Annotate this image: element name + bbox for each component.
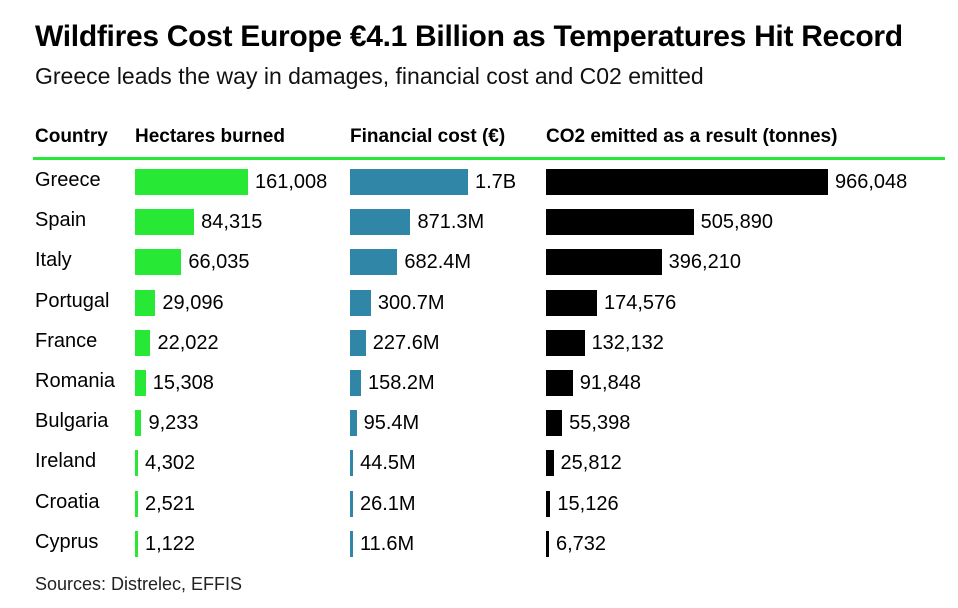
hectares-value-label: 1,122 [145,532,196,555]
cost-value-label: 158.2M [367,372,435,394]
hectares-value-label: 2,521 [145,492,196,515]
co2-bar [546,329,585,356]
co2-value-label: 132,132 [591,331,664,354]
country-label: Portugal [35,289,110,312]
header-rule [33,157,945,160]
hectares-value-label: 161,008 [255,171,328,193]
cost-bar [350,410,357,437]
hectares-bar [135,209,195,236]
country-label: Italy [35,249,72,272]
hectares-value-label: 15,308 [152,372,214,394]
cost-value-label: 95.4M [363,412,420,435]
country-label: Ireland [35,450,97,473]
hectares-bar [135,490,138,517]
cost-bar [350,169,468,195]
co2-value-label: 91,848 [579,372,641,394]
co2-value-label: 25,812 [560,452,622,475]
cost-value-label: 300.7M [377,291,445,314]
cost-bar [350,329,366,356]
country-label: Greece [35,169,101,191]
co2-value-label: 55,398 [569,412,631,435]
co2-bar [546,530,549,557]
co2-bar [546,490,551,517]
co2-value-label: 396,210 [668,251,741,274]
cost-bar [350,289,371,316]
co2-value-label: 15,126 [557,492,619,515]
hectares-bar [135,289,156,316]
hectares-bar [135,370,146,396]
co2-value-label: 505,890 [700,211,773,234]
cost-bar [350,530,353,557]
co2-bar [546,410,563,437]
column-header-co2: CO2 emitted as a result (tonnes) [546,126,838,147]
chart-title: Wildfires Cost Europe €4.1 Billion as Te… [35,20,903,53]
co2-value-label: 6,732 [556,532,607,555]
cost-value-label: 682.4M [404,251,472,274]
column-header-cost: Financial cost (€) [350,126,506,147]
cost-bar [350,490,353,517]
hectares-bar [135,410,142,437]
country-label: Spain [35,209,87,232]
co2-bar [546,289,597,316]
hectares-value-label: 66,035 [188,251,250,274]
hectares-value-label: 22,022 [157,331,219,354]
cost-bar [350,209,411,236]
co2-value-label: 966,048 [835,171,908,193]
cost-value-label: 227.6M [372,331,440,354]
hectares-value-label: 84,315 [201,211,263,234]
hectares-bar [135,249,182,276]
cost-value-label: 871.3M [417,211,485,234]
country-label: Bulgaria [35,410,109,433]
co2-bar [546,450,554,477]
cost-bar [350,450,354,477]
co2-value-label: 174,576 [603,291,677,314]
country-label: Romania [35,370,116,392]
cost-value-label: 11.6M [360,532,415,555]
chart-subtitle: Greece leads the way in damages, financi… [35,63,704,89]
country-label: Cyprus [35,530,99,553]
co2-bar [546,209,694,236]
country-label: Croatia [35,490,100,513]
cost-bar [350,249,398,276]
cost-bar [350,370,361,396]
co2-bar [546,370,573,396]
hectares-value-label: 4,302 [145,452,196,475]
hectares-bar [135,169,248,195]
co2-bar [546,249,662,276]
hectares-value-label: 9,233 [148,412,199,435]
hectares-value-label: 29,096 [162,291,224,314]
country-label: France [35,329,98,352]
column-header-hectares: Hectares burned [135,126,285,147]
column-header-country: Country [35,126,108,147]
source-note: Sources: Distrelec, EFFIS [35,574,243,594]
co2-bar [546,169,828,195]
cost-value-label: 1.7B [475,171,517,193]
hectares-bar [135,329,151,356]
hectares-bar [135,450,139,477]
cost-value-label: 44.5M [360,452,416,475]
hectares-bar [135,530,138,557]
cost-value-label: 26.1M [360,492,416,515]
